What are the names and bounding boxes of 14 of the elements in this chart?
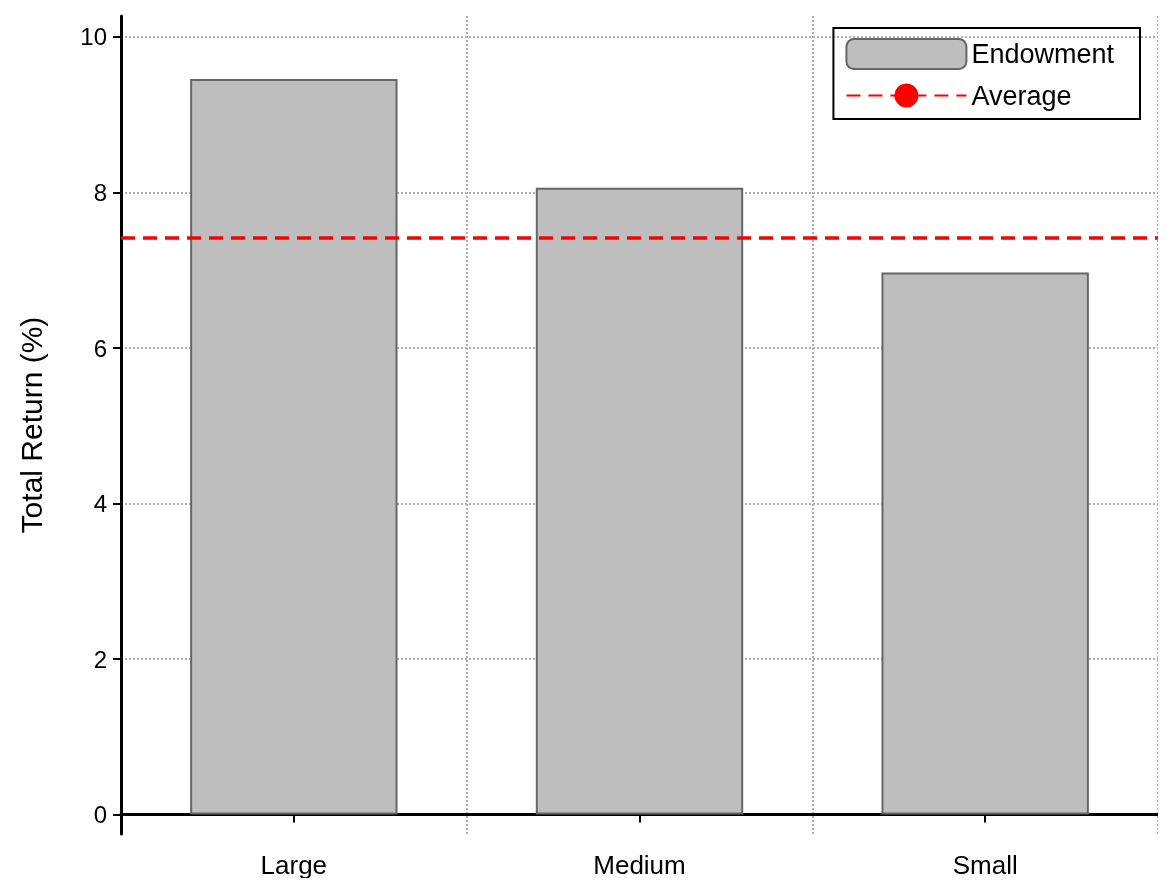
- y-tick-label: 0: [93, 801, 107, 829]
- y-tick-label: 10: [80, 23, 107, 51]
- y-axis-title: Total Return (%): [14, 316, 48, 534]
- x-tick-label: Small: [952, 850, 1018, 880]
- legend-label: Average: [971, 80, 1072, 111]
- bar: [535, 187, 744, 815]
- y-tick-label: 6: [93, 334, 107, 362]
- y-tick-label: 2: [93, 645, 107, 673]
- legend-label: Endowment: [971, 39, 1115, 69]
- bar: [881, 272, 1089, 815]
- y-tick-label: 8: [93, 179, 107, 207]
- x-tick-label: Medium: [593, 850, 686, 880]
- y-tick-label: 4: [93, 490, 107, 518]
- bar: [190, 78, 398, 815]
